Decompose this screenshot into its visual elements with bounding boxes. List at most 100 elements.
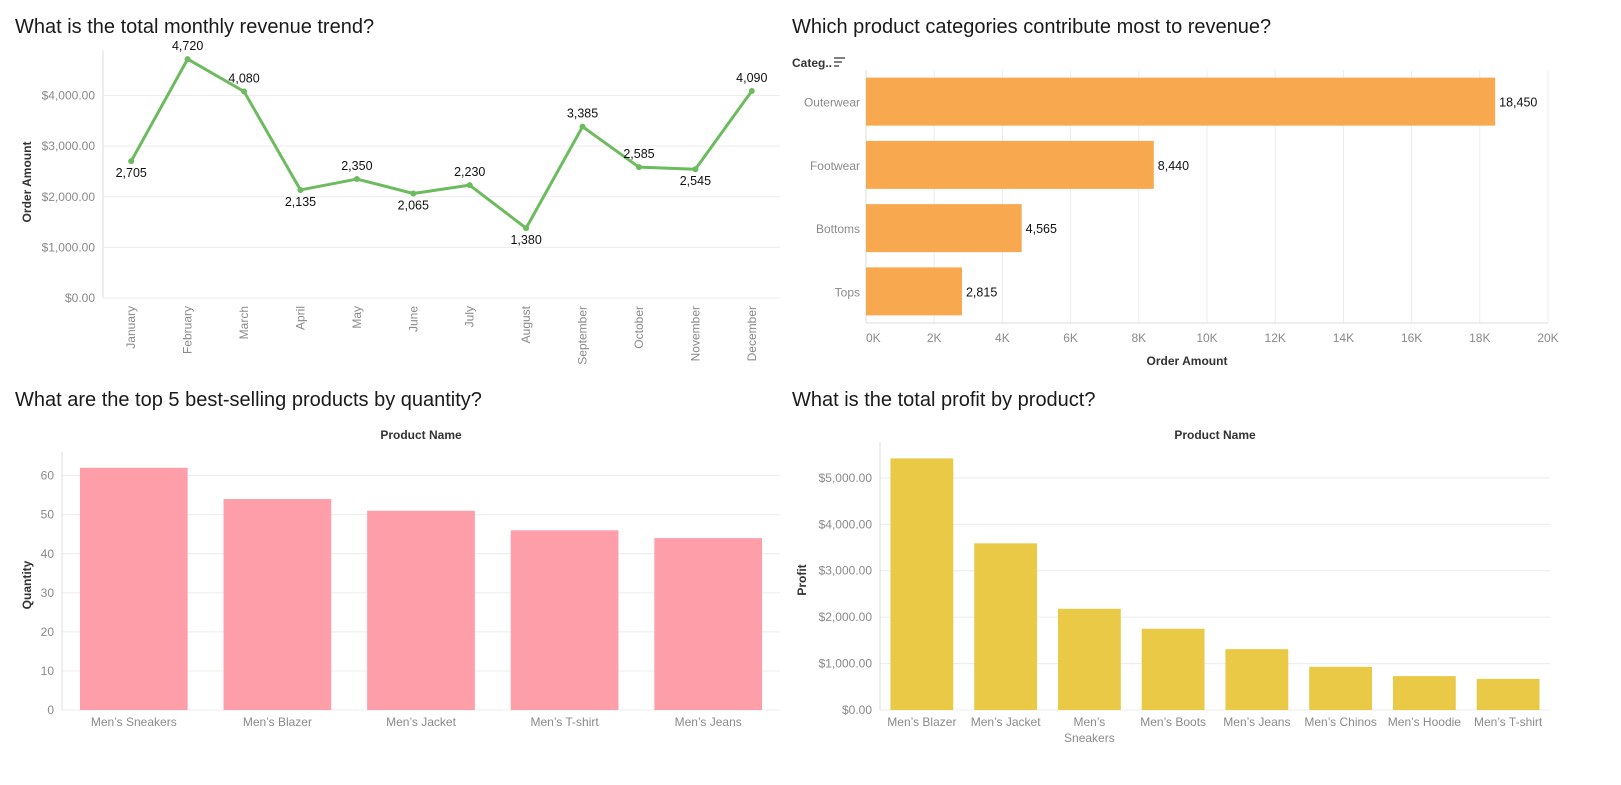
product-bar — [1309, 666, 1373, 710]
x-tick-label: June — [406, 306, 420, 332]
y-tick-label: 0 — [47, 703, 54, 717]
category-header: Categ.. — [792, 56, 832, 70]
data-label: 4,720 — [172, 39, 203, 53]
x-tick-label: July — [463, 306, 477, 327]
top-products-quantity-panel: What are the top 5 best-selling products… — [0, 0, 805, 785]
product-name-header: Product Name — [1174, 428, 1256, 442]
x-tick-label: 2K — [927, 331, 942, 345]
x-tick-label: February — [181, 306, 195, 354]
data-label: 3,385 — [567, 107, 598, 121]
data-label: 8,440 — [1158, 159, 1189, 173]
product-bar — [974, 543, 1038, 710]
x-tick-label: Men’s — [1073, 715, 1105, 729]
revenue-point — [692, 166, 699, 173]
x-tick-label: 4K — [995, 331, 1010, 345]
x-tick-label: 18K — [1469, 331, 1490, 345]
category-bar — [866, 267, 962, 316]
x-tick-label: Men’s Hoodie — [1388, 715, 1461, 729]
data-label: 4,565 — [1026, 222, 1057, 236]
revenue-point — [635, 164, 642, 171]
top-products-quantity-chart: Product Name 0 10 20 30 40 50 60 Quantity Men’s S… — [20, 428, 780, 729]
y-tick-label: 30 — [41, 586, 55, 600]
top-products-quantity-title: What are the top 5 best-selling products… — [15, 389, 482, 411]
product-bar — [367, 510, 475, 710]
y-tick-label: $3,000.00 — [819, 564, 873, 578]
x-tick-label: August — [519, 305, 533, 343]
x-tick-label: 20K — [1537, 331, 1558, 345]
y-tick-label: 60 — [41, 469, 55, 483]
data-label: 2,545 — [680, 174, 711, 188]
data-label: 2,350 — [341, 159, 372, 173]
x-tick-label: Men’s Sneakers — [91, 715, 177, 729]
data-label: 2,065 — [398, 198, 429, 212]
x-tick-label: Men’s Jacket — [386, 715, 456, 729]
y-axis-title: Quantity — [20, 560, 34, 609]
category-bar — [866, 140, 1154, 189]
y-tick-label: $2,000.00 — [42, 190, 96, 204]
category-revenue-title: Which product categories contribute most… — [792, 16, 1272, 38]
x-tick-label: Men’s T-shirt — [530, 715, 599, 729]
x-tick-label: Men’s Boots — [1140, 715, 1206, 729]
y-category-label: Footwear — [810, 159, 860, 173]
revenue-point — [128, 158, 135, 165]
x-tick-label: Men’s T-shirt — [1474, 715, 1543, 729]
product-bar — [79, 467, 188, 710]
revenue-point — [353, 176, 360, 183]
revenue-series-line — [129, 57, 754, 230]
data-label: 2,705 — [116, 166, 147, 180]
sort-descending-icon[interactable] — [833, 56, 847, 68]
y-tick-label: 40 — [41, 547, 55, 561]
y-category-label: Bottoms — [816, 222, 860, 236]
revenue-point — [184, 56, 191, 63]
x-tick-label: November — [688, 306, 702, 361]
y-tick-label: $1,000.00 — [42, 240, 96, 254]
x-tick-label: Men’s Jacket — [971, 715, 1041, 729]
data-label: 2,135 — [285, 195, 316, 209]
x-tick-label: Men’s Chinos — [1304, 715, 1376, 729]
y-tick-label: $4,000.00 — [42, 89, 96, 103]
product-bar — [654, 538, 763, 710]
x-tick-label: Men’s Blazer — [243, 715, 312, 729]
y-tick-label: $5,000.00 — [819, 471, 873, 485]
x-tick-label: 0K — [866, 331, 881, 345]
y-axis-title: Profit — [795, 564, 809, 595]
profit-by-product-title: What is the total profit by product? — [792, 389, 1096, 411]
revenue-point — [523, 225, 530, 232]
data-label: 4,090 — [736, 71, 767, 85]
data-label: 1,380 — [510, 233, 541, 247]
product-name-header: Product Name — [380, 428, 462, 442]
data-label: 2,585 — [623, 147, 654, 161]
product-bar — [1141, 628, 1205, 710]
x-tick-label: 16K — [1401, 331, 1422, 345]
y-tick-label: 20 — [41, 625, 55, 639]
x-tick-label: May — [350, 306, 364, 329]
x-tick-label: Men’s Jeans — [1223, 715, 1290, 729]
y-tick-label: $4,000.00 — [819, 517, 873, 531]
x-tick-label: 10K — [1196, 331, 1217, 345]
revenue-point — [466, 182, 473, 189]
x-tick-label: April — [293, 306, 307, 330]
product-bar — [1225, 649, 1289, 710]
product-bar — [890, 458, 954, 710]
y-tick-label: $3,000.00 — [42, 139, 96, 153]
data-label: 4,080 — [228, 72, 259, 86]
product-bar — [1392, 676, 1456, 710]
y-tick-label: $1,000.00 — [819, 657, 873, 671]
category-revenue-panel: Which product categories contribute most… — [0, 0, 1621, 390]
revenue-point — [748, 87, 755, 94]
revenue-point — [241, 88, 248, 95]
monthly-revenue-chart: $0.00 $1,000.00 $2,000.00 $3,000.00 $4,000.0… — [20, 39, 780, 365]
data-label: 2,230 — [454, 165, 485, 179]
x-tick-label: Men’s Blazer — [887, 715, 956, 729]
x-tick-label: 6K — [1063, 331, 1078, 345]
x-tick-label: March — [237, 306, 251, 339]
y-category-label: Tops — [835, 285, 860, 299]
product-bar — [1057, 608, 1121, 710]
y-tick-label: 10 — [41, 664, 55, 678]
x-tick-label: December — [745, 306, 759, 361]
x-tick-label: January — [124, 306, 138, 349]
y-axis-title: Order Amount — [20, 142, 34, 223]
x-tick-label: 12K — [1265, 331, 1286, 345]
